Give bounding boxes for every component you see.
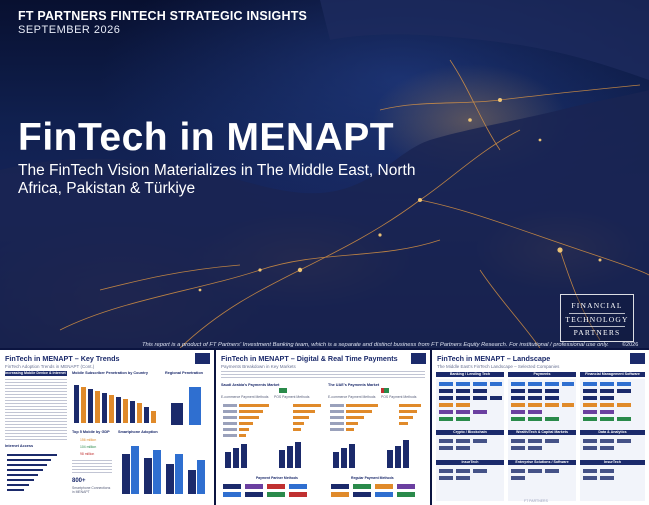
payment-methods-bars [223, 404, 421, 468]
mobile-penetration-header: Increasing Mobile Device & Internet Pene… [5, 371, 67, 376]
ecommerce-methods-label-uae: E-commerce Payment Methods [328, 395, 376, 399]
slide-footer: FT PARTNERS [524, 499, 548, 503]
landscape-col-payments: Payments [508, 372, 576, 377]
preview-slides: FinTech in MENAPT – Key Trends FinTech A… [0, 350, 649, 505]
regular-payment-label: Regular Payment Methods [351, 476, 394, 480]
logo-line-2: TECHNOLOGY [565, 314, 629, 324]
slide-logo [630, 353, 645, 364]
subscriber-chart-title: Mobile Subscriber Penetration by Country [72, 371, 148, 375]
report-title: FinTech in MENAPT [18, 116, 395, 159]
copyright-text: ©2026 [622, 342, 639, 348]
market-flag-row [279, 388, 389, 393]
logo-line-3: PARTNERS [573, 328, 621, 337]
regional-penetration-chart [171, 387, 201, 425]
landscape-lower-logos [439, 439, 631, 480]
slide-logo [195, 353, 210, 364]
internet-access-bars [7, 454, 57, 491]
slide-subtitle: Payments Breakdown in Key Markets [221, 364, 296, 369]
mobile-stat-2: 104 million [80, 445, 97, 449]
slide-title: FinTech in MENAPT – Digital & Real Time … [221, 354, 398, 363]
payments-intro-text [221, 371, 425, 379]
pos-methods-label-uae: POS Payment Methods [381, 395, 417, 399]
mobile-table-rows [72, 460, 112, 474]
report-subtitle: The FinTech Vision Materializes in The M… [18, 162, 416, 197]
subscriber-penetration-chart [74, 385, 156, 423]
slide-key-trends[interactable]: FinTech in MENAPT – Key Trends FinTech A… [0, 350, 214, 505]
report-date: SEPTEMBER 2026 [18, 24, 121, 36]
slide-landscape[interactable]: FinTech in MENAPT – Landscape The Middle… [432, 350, 649, 505]
mobile-stat-1: 156 million [80, 438, 97, 442]
landscape-sub-wealthtech: Wealth/Tech & Capital Markets [508, 430, 576, 435]
landscape-sub-insurtech-2: InsurTech [580, 460, 645, 465]
landscape-sub-insurtech: InsurTech [436, 460, 504, 465]
ecommerce-methods-label-sa: E-commerce Payment Methods [221, 395, 269, 399]
smartphone-adoption-chart [122, 446, 205, 494]
landscape-col-banking: Banking / Lending Tech [436, 372, 504, 377]
trend-bullets [5, 379, 67, 441]
payment-partner-label: Payment Partner Methods [256, 476, 298, 480]
mobile-stat-3: 98 million [80, 452, 95, 456]
pos-methods-label-sa: POS Payment Methods [274, 395, 310, 399]
cover-hero: FT PARTNERS FINTECH STRATEGIC INSIGHTS S… [0, 0, 649, 348]
uae-market-title: The UAE's Payments Market [328, 383, 380, 387]
smartphone-stat-value: 800+ [72, 478, 86, 484]
top-mobile-title: Top 5 Mobile by GDP [72, 430, 110, 434]
slide-title: FinTech in MENAPT – Landscape [437, 354, 551, 363]
regional-penetration-title: Regional Penetration [165, 371, 203, 375]
smartphone-stat-label: Smartphone Connections in MENAPT [72, 486, 111, 494]
slide-subtitle: FinTech Adoption Trends in MENAPT (Cont.… [5, 364, 95, 369]
slide-title: FinTech in MENAPT – Key Trends [5, 354, 120, 363]
slide-subtitle: The Middle East's FinTech Landscape – Se… [437, 364, 560, 369]
landscape-sub-enterprise: Enterprise Solutions / Software [508, 460, 576, 465]
landscape-sub-crypto: Crypto / Blockchain [436, 430, 504, 435]
landscape-col-fms: Financial Management Software [580, 372, 645, 377]
landscape-sub-data: Data & Analytics [580, 430, 645, 435]
saudi-market-title: Saudi Arabia's Payments Market [221, 383, 280, 387]
disclaimer-text: This report is a product of FT Partners'… [142, 342, 609, 348]
slide-logo [411, 353, 426, 364]
report-series-label: FT PARTNERS FINTECH STRATEGIC INSIGHTS [18, 9, 308, 23]
payment-partner-logos [223, 484, 415, 497]
night-map-illustration [0, 0, 649, 348]
smartphone-chart-title: Smartphone Adoption [118, 430, 158, 434]
slide-digital-payments[interactable]: FinTech in MENAPT – Digital & Real Time … [216, 350, 430, 505]
ft-partners-logo: FINANCIAL TECHNOLOGY PARTNERS [560, 294, 634, 342]
logo-line-1: FINANCIAL [571, 301, 623, 310]
internet-access-label: Internet Access [5, 444, 34, 448]
